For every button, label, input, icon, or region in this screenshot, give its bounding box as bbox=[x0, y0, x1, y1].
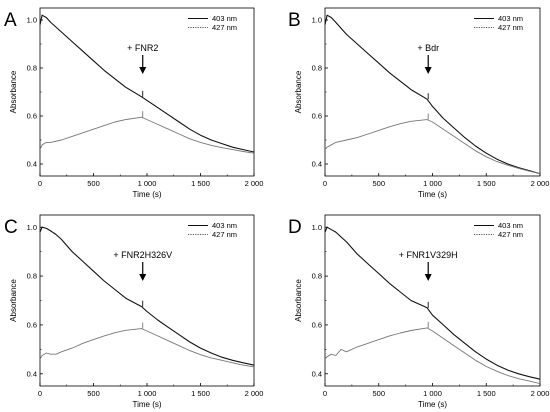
x-tick-label: 1 500 bbox=[477, 389, 496, 398]
x-tick-label: 1 500 bbox=[191, 389, 210, 398]
panel-letter: C bbox=[4, 217, 18, 238]
y-tick-label: 0.6 bbox=[312, 112, 322, 121]
x-axis-label: Time (s) bbox=[418, 190, 447, 199]
x-axis-label: Time (s) bbox=[132, 400, 161, 409]
y-tick-label: 0.4 bbox=[312, 369, 322, 378]
legend-label: 427 nm bbox=[212, 230, 237, 239]
x-tick-label: 500 bbox=[372, 179, 385, 188]
chart-panel-a: A 0 500 1 000 1 500 2 000 0.4 0.6 0.8 1.0 Time (s)… bbox=[4, 7, 264, 199]
y-axis-label: Absorbance bbox=[9, 279, 18, 322]
panel-letter: D bbox=[288, 217, 302, 238]
annotation-label: + FNR2H326V bbox=[113, 250, 172, 260]
y-tick-label: 0.6 bbox=[312, 321, 322, 330]
y-tick-label: 0.8 bbox=[27, 64, 37, 73]
x-tick-label: 2 000 bbox=[245, 389, 264, 398]
x-tick-label: 1 000 bbox=[138, 389, 157, 398]
annotation-arrow-head bbox=[424, 67, 432, 74]
x-tick-label: 1 000 bbox=[138, 179, 157, 188]
annotation-label: + Bdr bbox=[417, 43, 439, 53]
y-tick-label: 0.8 bbox=[312, 64, 322, 73]
legend-label: 403 nm bbox=[212, 14, 237, 23]
chart-panel-b: B 0 500 1 000 1 500 2 000 0.4 0.6 0.8 1.0 Time (s)… bbox=[288, 7, 550, 199]
panel-letter: B bbox=[288, 10, 301, 31]
y-tick-label: 0.8 bbox=[27, 272, 37, 281]
series-line-403nm bbox=[324, 226, 541, 380]
x-tick-label: 2 000 bbox=[531, 389, 550, 398]
x-tick-label: 2 000 bbox=[531, 179, 550, 188]
x-tick-label: 0 bbox=[323, 389, 327, 398]
y-tick-label: 0.4 bbox=[27, 160, 37, 169]
plot-frame bbox=[39, 7, 255, 177]
x-axis-label: Time (s) bbox=[418, 400, 447, 409]
legend-label: 403 nm bbox=[212, 221, 237, 230]
x-tick-label: 1 000 bbox=[423, 179, 442, 188]
legend-label: 427 nm bbox=[498, 23, 523, 32]
legend-label: 427 nm bbox=[498, 230, 523, 239]
y-tick-label: 1.0 bbox=[312, 223, 322, 232]
annotation-arrow-head bbox=[139, 67, 147, 74]
plot-frame bbox=[324, 214, 541, 387]
series-line-427nm bbox=[39, 328, 255, 368]
annotation-label: + FNR2 bbox=[127, 43, 158, 53]
y-axis-label: Absorbance bbox=[9, 70, 18, 113]
chart-panel-d: D 0 500 1 000 1 500 2 000 0.4 0.6 0.8 1.0 Time (s)… bbox=[288, 214, 550, 409]
x-axis-label: Time (s) bbox=[132, 190, 161, 199]
legend-label: 427 nm bbox=[212, 23, 237, 32]
y-axis-label: Absorbance bbox=[294, 279, 303, 322]
series-line-427nm bbox=[324, 327, 541, 385]
x-tick-label: 1 000 bbox=[423, 389, 442, 398]
x-tick-label: 500 bbox=[87, 389, 100, 398]
annotation-label: + FNR1V329H bbox=[399, 250, 458, 260]
panel-letter: A bbox=[4, 10, 17, 31]
legend-label: 403 nm bbox=[498, 221, 523, 230]
y-tick-label: 1.0 bbox=[27, 16, 37, 25]
x-tick-label: 0 bbox=[38, 179, 42, 188]
y-tick-label: 0.6 bbox=[27, 112, 37, 121]
series-line-403nm bbox=[39, 14, 255, 153]
x-tick-label: 2 000 bbox=[245, 179, 264, 188]
annotation-arrow-head bbox=[424, 274, 432, 281]
y-axis-label: Absorbance bbox=[294, 70, 303, 113]
annotation-arrow-head bbox=[139, 274, 147, 281]
chart-panel-c: C 0 500 1 000 1 500 2 000 0.4 0.6 0.8 1.0 Time (s)… bbox=[4, 214, 264, 409]
y-tick-label: 1.0 bbox=[27, 223, 37, 232]
series-line-427nm bbox=[324, 119, 541, 175]
x-tick-label: 500 bbox=[87, 179, 100, 188]
x-tick-label: 1 500 bbox=[191, 179, 210, 188]
series-line-427nm bbox=[39, 116, 255, 154]
plot-frame bbox=[324, 7, 541, 177]
y-tick-label: 0.6 bbox=[27, 321, 37, 330]
y-tick-label: 0.4 bbox=[312, 160, 322, 169]
x-tick-label: 1 500 bbox=[477, 179, 496, 188]
x-tick-label: 500 bbox=[372, 389, 385, 398]
y-tick-label: 0.8 bbox=[312, 272, 322, 281]
x-tick-label: 0 bbox=[38, 389, 42, 398]
series-line-403nm bbox=[324, 14, 541, 175]
x-tick-label: 0 bbox=[323, 179, 327, 188]
series-line-403nm bbox=[39, 226, 255, 366]
y-tick-label: 0.4 bbox=[27, 369, 37, 378]
legend-label: 403 nm bbox=[498, 14, 523, 23]
y-tick-label: 1.0 bbox=[312, 16, 322, 25]
